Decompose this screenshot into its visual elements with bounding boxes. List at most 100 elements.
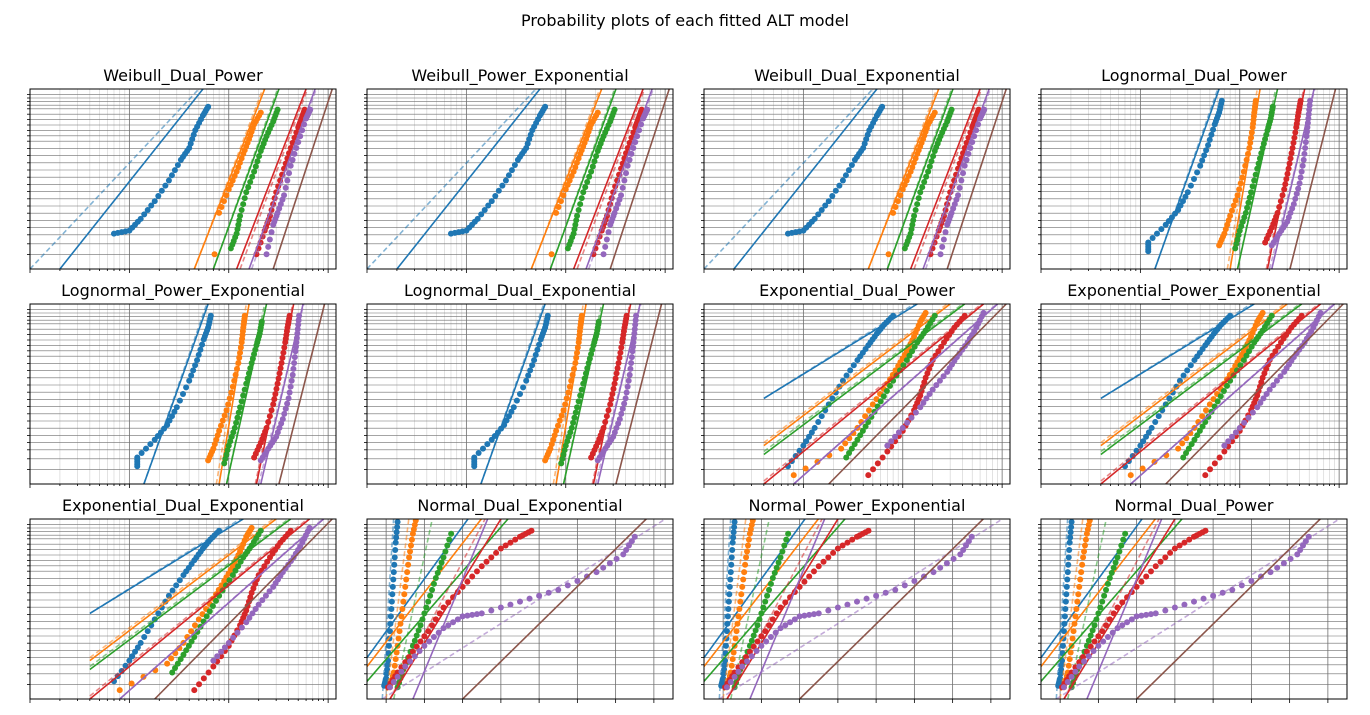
data-point-series-4 <box>830 549 837 556</box>
data-point-series-2 <box>1065 662 1072 669</box>
data-point-series-1 <box>495 187 502 194</box>
data-point-series-5 <box>1297 546 1304 553</box>
data-point-series-2 <box>248 524 255 531</box>
data-point-series-5 <box>892 586 899 593</box>
data-point-series-1 <box>144 628 151 635</box>
data-point-series-4 <box>1099 628 1106 635</box>
data-point-series-5 <box>1109 629 1116 636</box>
data-point-series-2 <box>241 312 248 319</box>
data-point-series-1 <box>485 202 492 209</box>
data-point-series-1 <box>168 413 175 420</box>
data-point-series-1 <box>1067 529 1074 536</box>
data-point-series-3 <box>909 348 916 355</box>
data-point-series-5 <box>605 229 612 236</box>
fit-line-series-6 <box>278 304 326 484</box>
data-point-series-5 <box>1095 642 1102 649</box>
data-point-series-5 <box>1210 592 1217 599</box>
data-point-series-2 <box>578 312 585 319</box>
data-point-series-1 <box>720 670 727 677</box>
data-point-series-4 <box>273 385 280 392</box>
data-point-series-5 <box>1128 616 1135 623</box>
data-point-series-3 <box>777 554 784 561</box>
subplot-title: Weibull_Power_Exponential <box>411 66 628 86</box>
data-point-series-4 <box>274 380 281 387</box>
data-point-series-3 <box>440 554 447 561</box>
data-point-series-5 <box>1219 589 1226 596</box>
data-point-series-5 <box>398 668 405 675</box>
data-point-series-1 <box>164 421 171 428</box>
data-point-series-5 <box>636 127 643 134</box>
data-point-series-2 <box>188 628 195 635</box>
data-point-series-2 <box>737 598 744 605</box>
data-point-series-2 <box>922 309 929 316</box>
data-point-series-5 <box>1302 538 1309 545</box>
data-point-series-1 <box>1182 193 1189 200</box>
data-point-series-2 <box>393 649 400 656</box>
data-point-series-5 <box>545 589 552 596</box>
data-point-series-2 <box>897 192 904 199</box>
data-point-series-5 <box>238 624 245 631</box>
reference-line-series-3 <box>392 519 434 699</box>
data-point-series-5 <box>631 533 638 540</box>
data-point-series-1 <box>1191 176 1197 182</box>
data-point-series-1 <box>721 662 728 669</box>
data-point-series-3 <box>1108 569 1115 576</box>
data-point-series-3 <box>243 189 250 196</box>
data-point-series-5 <box>1277 373 1284 380</box>
data-point-series-3 <box>593 153 600 160</box>
data-point-series-1 <box>499 182 506 189</box>
data-point-series-3 <box>1254 165 1261 172</box>
data-point-series-5 <box>218 648 225 655</box>
data-point-series-1 <box>511 161 518 168</box>
data-point-series-5 <box>791 616 798 623</box>
data-point-series-5 <box>620 551 627 558</box>
data-point-series-2 <box>235 360 242 367</box>
data-point-series-5 <box>956 184 963 191</box>
data-point-series-2 <box>398 613 405 620</box>
data-point-series-2 <box>1252 97 1259 104</box>
subplot-title: Normal_Dual_Exponential <box>417 496 622 516</box>
data-point-series-4 <box>879 454 886 461</box>
data-point-series-1 <box>195 351 202 358</box>
data-point-series-5 <box>606 560 613 567</box>
data-point-series-2 <box>1071 620 1078 627</box>
data-point-series-2 <box>228 389 235 396</box>
data-point-series-1 <box>848 161 855 168</box>
data-point-series-3 <box>241 386 248 393</box>
data-point-series-3 <box>232 567 239 574</box>
data-point-series-2 <box>219 417 226 424</box>
data-point-series-3 <box>257 527 264 534</box>
data-point-series-5 <box>1292 195 1299 202</box>
data-point-series-4 <box>272 391 279 397</box>
data-point-series-5 <box>536 592 543 599</box>
data-point-series-5 <box>459 613 466 620</box>
data-point-series-5 <box>628 150 635 157</box>
data-point-series-1 <box>520 384 527 391</box>
data-point-series-4 <box>834 545 841 552</box>
data-point-series-1 <box>879 103 886 110</box>
data-point-series-4 <box>478 563 485 570</box>
data-point-series-1 <box>832 389 839 396</box>
data-point-series-2 <box>838 445 845 452</box>
data-point-series-5 <box>296 312 303 319</box>
subplot-title: Lognormal_Power_Exponential <box>61 281 305 301</box>
data-point-series-5 <box>1295 185 1302 192</box>
data-point-series-5 <box>1238 582 1245 589</box>
data-point-series-1 <box>508 408 515 415</box>
data-point-series-5 <box>929 386 936 393</box>
data-point-series-3 <box>1251 177 1258 184</box>
fit-line-series-6 <box>946 89 1008 269</box>
data-point-series-2 <box>568 377 575 384</box>
data-point-series-5 <box>421 642 428 649</box>
axes-frame <box>703 303 1011 485</box>
data-point-series-3 <box>1194 432 1201 439</box>
data-point-series-2 <box>894 198 901 205</box>
data-point-series-5 <box>600 564 607 571</box>
data-point-series-3 <box>1252 171 1259 178</box>
data-point-series-5 <box>936 377 943 384</box>
data-point-series-2 <box>408 536 415 543</box>
data-point-series-3 <box>577 392 584 399</box>
data-point-series-1 <box>822 202 829 209</box>
data-point-series-1 <box>1062 598 1069 605</box>
